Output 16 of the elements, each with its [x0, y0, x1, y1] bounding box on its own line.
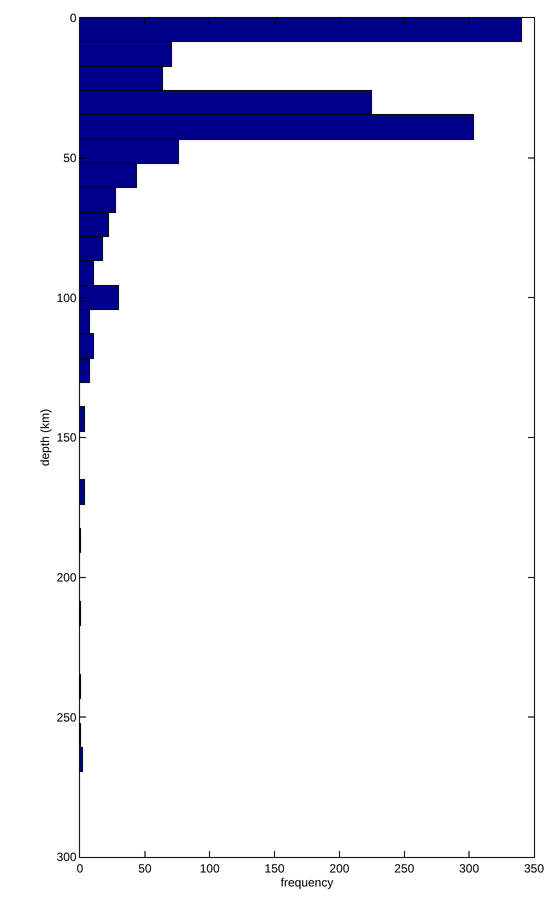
y-tick-label: 0 — [70, 11, 77, 26]
x-tick-label: 100 — [200, 861, 220, 876]
y-tick-label: 100 — [56, 290, 77, 305]
y-axis-title: depth (km) — [38, 408, 52, 466]
x-tick-label: 300 — [459, 861, 480, 876]
y-tick-label: 200 — [56, 570, 77, 585]
x-axis-title: frequency — [280, 875, 334, 890]
y-tick-label: 300 — [56, 850, 77, 864]
x-tick-label: 50 — [138, 861, 152, 876]
y-tick-label: 50 — [63, 151, 77, 166]
y-tick-label: 250 — [56, 710, 77, 724]
x-tick-label: 350 — [524, 861, 544, 876]
x-tick-label: 250 — [394, 861, 415, 876]
x-tick-label: 150 — [264, 861, 285, 876]
x-tick-label: 200 — [329, 861, 350, 876]
y-tick-label: 150 — [56, 430, 77, 445]
